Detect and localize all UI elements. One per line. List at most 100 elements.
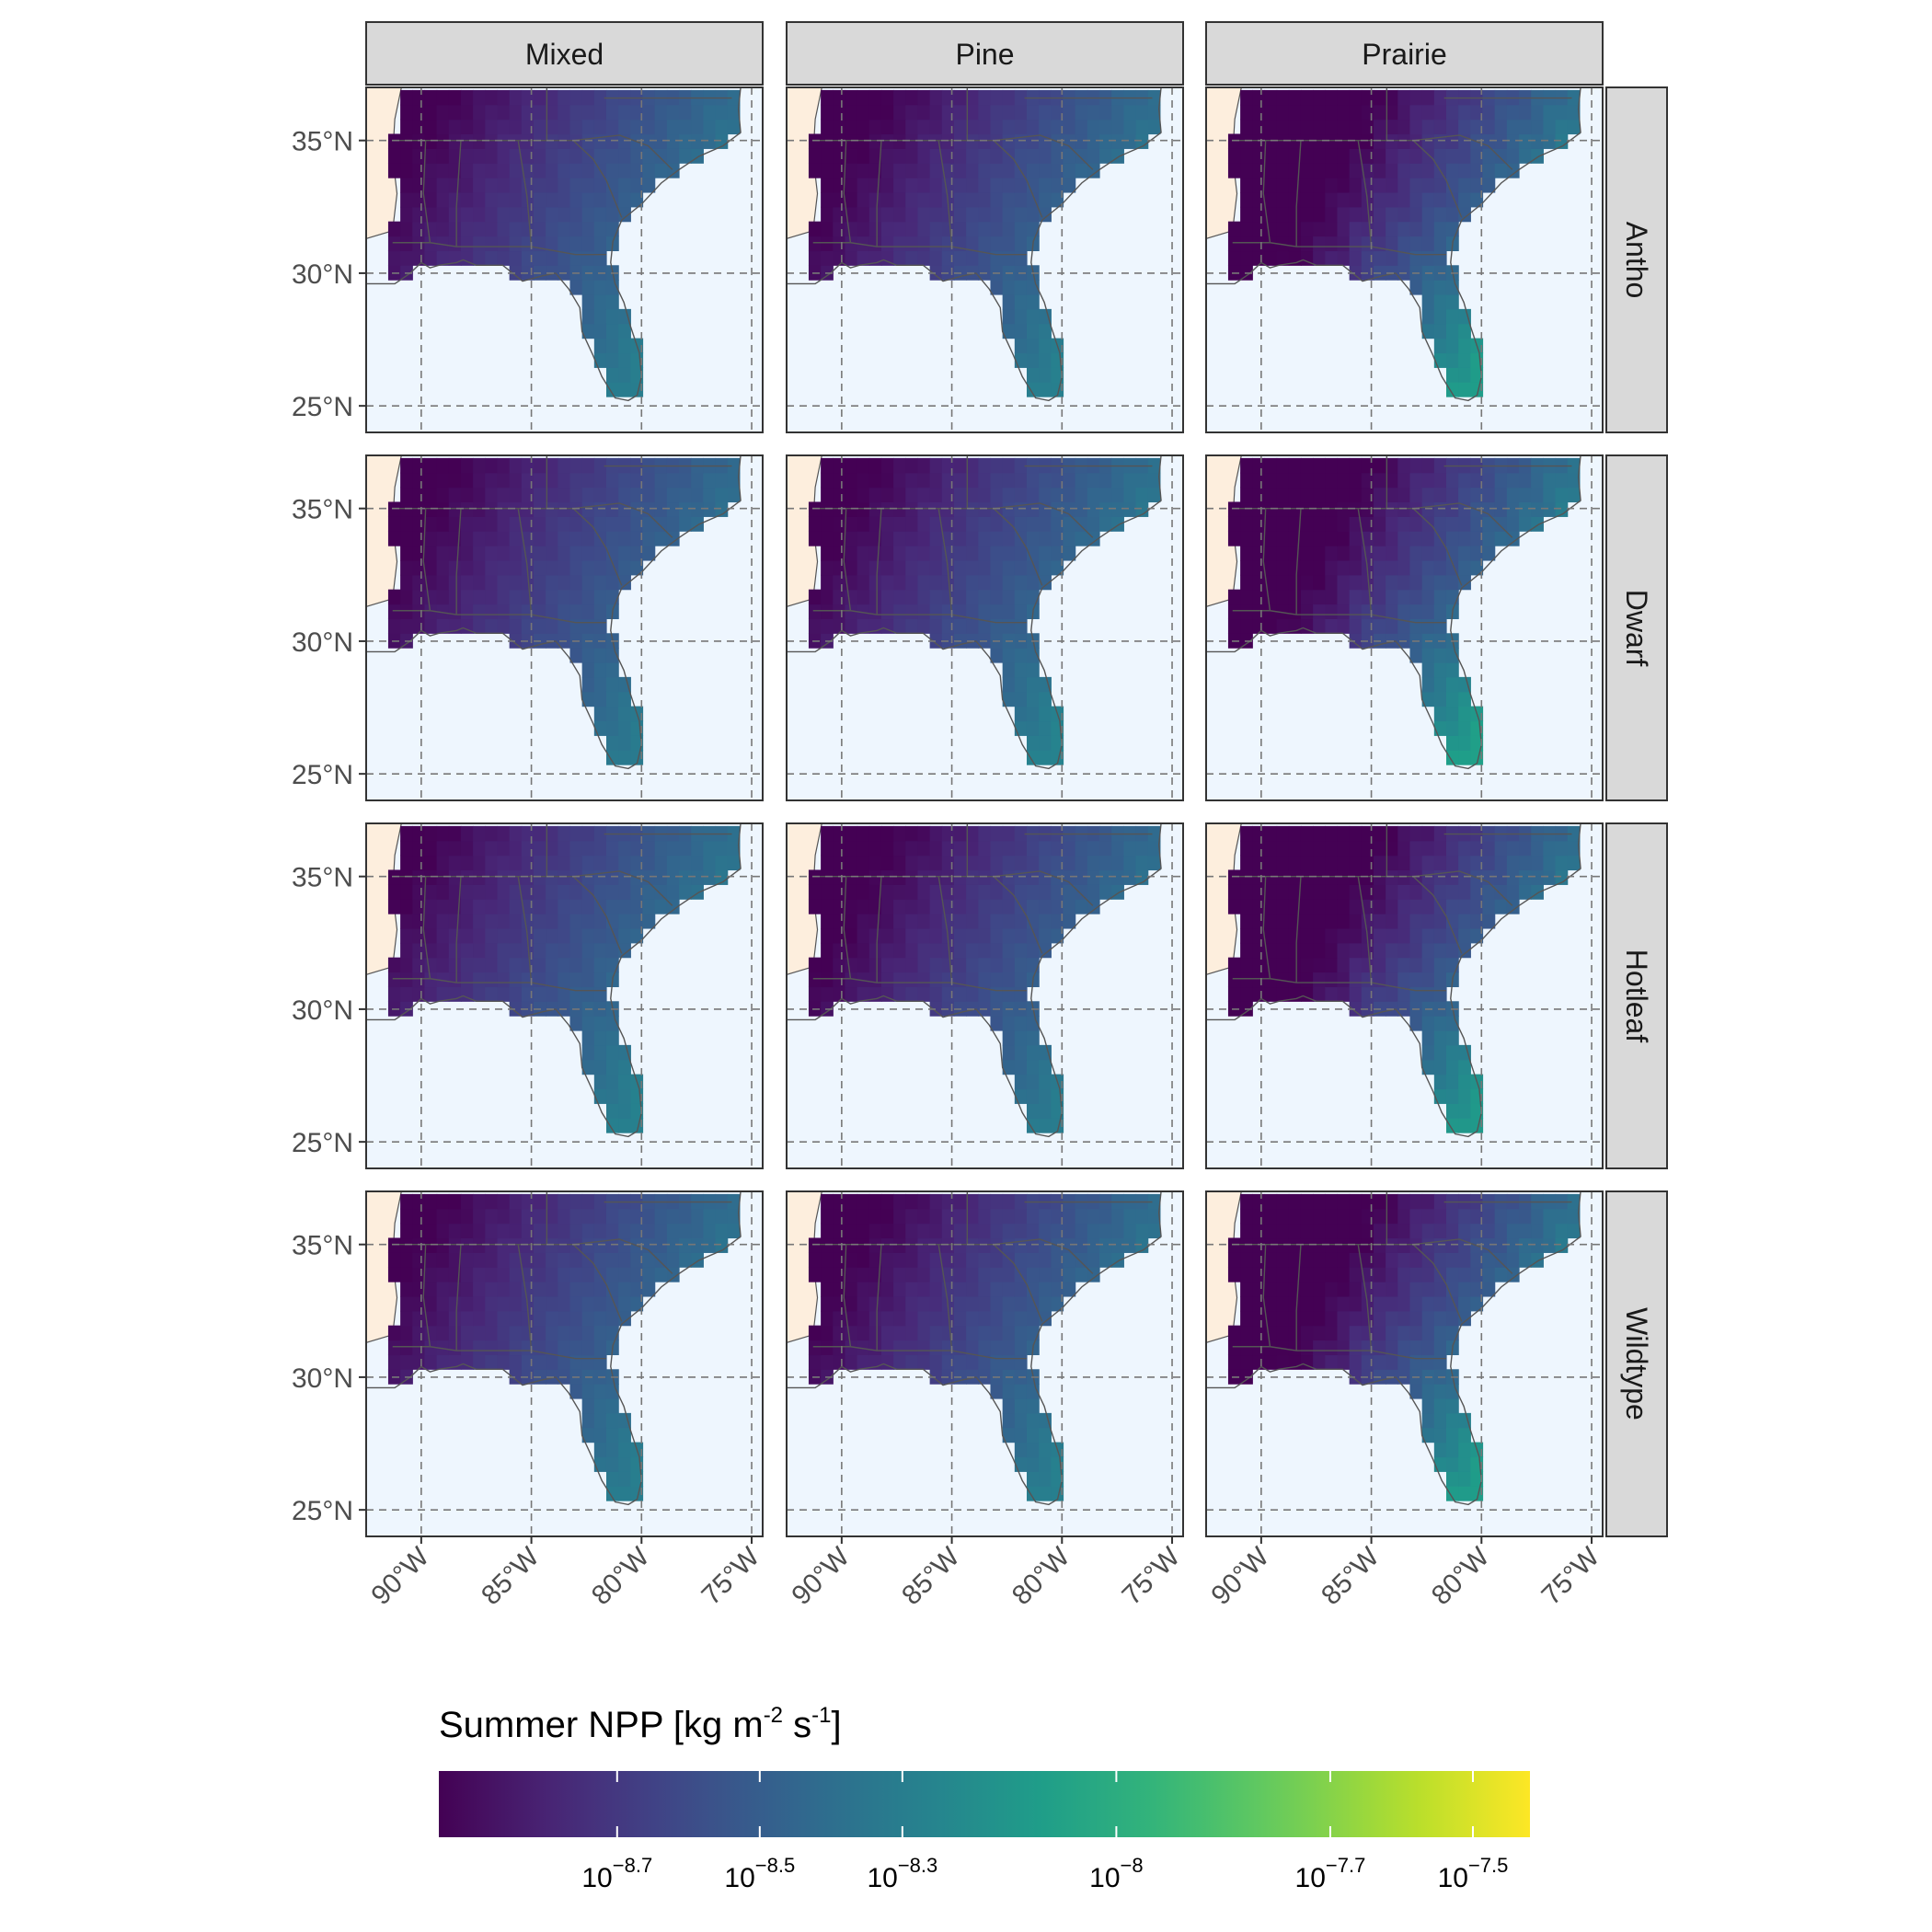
npp-cell [978,472,992,489]
npp-cell [630,546,644,561]
npp-cell [1325,604,1339,620]
npp-cell [868,604,882,620]
npp-cell [605,1310,619,1327]
state-boundary [1295,1244,1302,1351]
npp-cell [1458,706,1471,722]
npp-cell [1373,119,1386,135]
npp-cell [953,589,967,605]
npp-cell [880,1295,894,1312]
npp-cell [1240,972,1253,988]
npp-cell [1361,618,1374,634]
npp-cell [1063,1208,1076,1225]
npp-cell [1026,323,1040,339]
npp-cell [1373,1295,1386,1312]
npp-cell [1397,869,1411,885]
npp-cell [880,250,894,266]
npp-cell [387,957,401,973]
npp-cell [569,942,583,959]
npp-cell [569,1193,583,1210]
npp-cell [569,1340,583,1356]
npp-cell [387,604,401,620]
npp-cell [1313,457,1326,474]
npp-cell [424,957,438,973]
npp-cell [1409,1016,1423,1031]
npp-cell [679,104,692,121]
npp-cell [821,559,834,576]
npp-cell [1482,1267,1496,1282]
npp-cell [509,589,523,605]
npp-cell [558,472,571,489]
npp-cell [833,516,846,532]
npp-cell [436,1237,450,1253]
npp-cell [1227,501,1241,517]
npp-cell [605,487,619,503]
npp-cell [1519,516,1532,532]
npp-cell [1075,501,1088,517]
npp-cell [868,1252,882,1268]
npp-cell [1300,884,1314,900]
npp-cell [1409,589,1423,605]
npp-cell [1373,589,1386,605]
npp-cell [1227,1325,1241,1341]
npp-cell [821,604,834,620]
npp-cell [1014,1325,1028,1341]
npp-cell [821,457,834,474]
npp-cell [1123,104,1137,121]
npp-cell [593,1088,607,1104]
npp-cell [1264,942,1278,959]
npp-cell [978,899,992,914]
npp-cell [1325,1237,1339,1253]
npp-cell [1470,1252,1484,1268]
npp-cell [1337,501,1351,517]
npp-cell [990,516,1004,532]
npp-cell [642,1223,656,1239]
npp-cell [521,457,535,474]
npp-cell [618,531,631,546]
npp-cell [1300,163,1314,178]
npp-cell [1349,89,1363,106]
npp-cell [1482,1282,1496,1297]
npp-cell [1075,148,1088,164]
strip-antho [1605,86,1668,433]
npp-cell [1276,1208,1290,1225]
npp-cell [1252,1223,1266,1239]
npp-cell [1300,1282,1314,1297]
npp-cell [533,487,546,503]
npp-cell [460,133,474,149]
npp-cell [1325,957,1339,973]
npp-cell [436,206,450,223]
npp-cell [821,133,834,149]
npp-cell [1288,89,1302,106]
npp-cell [533,1267,546,1282]
npp-cell [605,1412,619,1429]
npp-cell [1325,250,1339,266]
npp-cell [1099,1223,1112,1239]
npp-cell [1421,1398,1435,1414]
npp-cell [1240,618,1253,634]
npp-cell [1111,884,1124,900]
npp-cell [1494,869,1508,885]
npp-cell [808,1252,822,1268]
npp-cell [1445,308,1459,325]
npp-cell [666,148,680,164]
npp-cell [1337,972,1351,988]
npp-cell [941,1354,955,1370]
npp-cell [618,855,631,871]
npp-cell [1373,884,1386,900]
npp-cell [1386,1295,1398,1312]
npp-cell [1240,574,1253,591]
npp-cell [990,236,1004,252]
npp-cell [893,163,906,178]
npp-cell [1039,546,1052,561]
npp-cell [868,148,882,164]
npp-cell [412,840,426,857]
npp-cell [941,236,955,252]
npp-cell [1039,1442,1052,1458]
npp-cell [1325,178,1339,193]
npp-cell [868,1310,882,1327]
npp-cell [917,1237,931,1253]
npp-cell [893,942,906,959]
npp-cell [460,501,474,517]
npp-cell [1099,1208,1112,1225]
npp-cell [917,250,931,266]
